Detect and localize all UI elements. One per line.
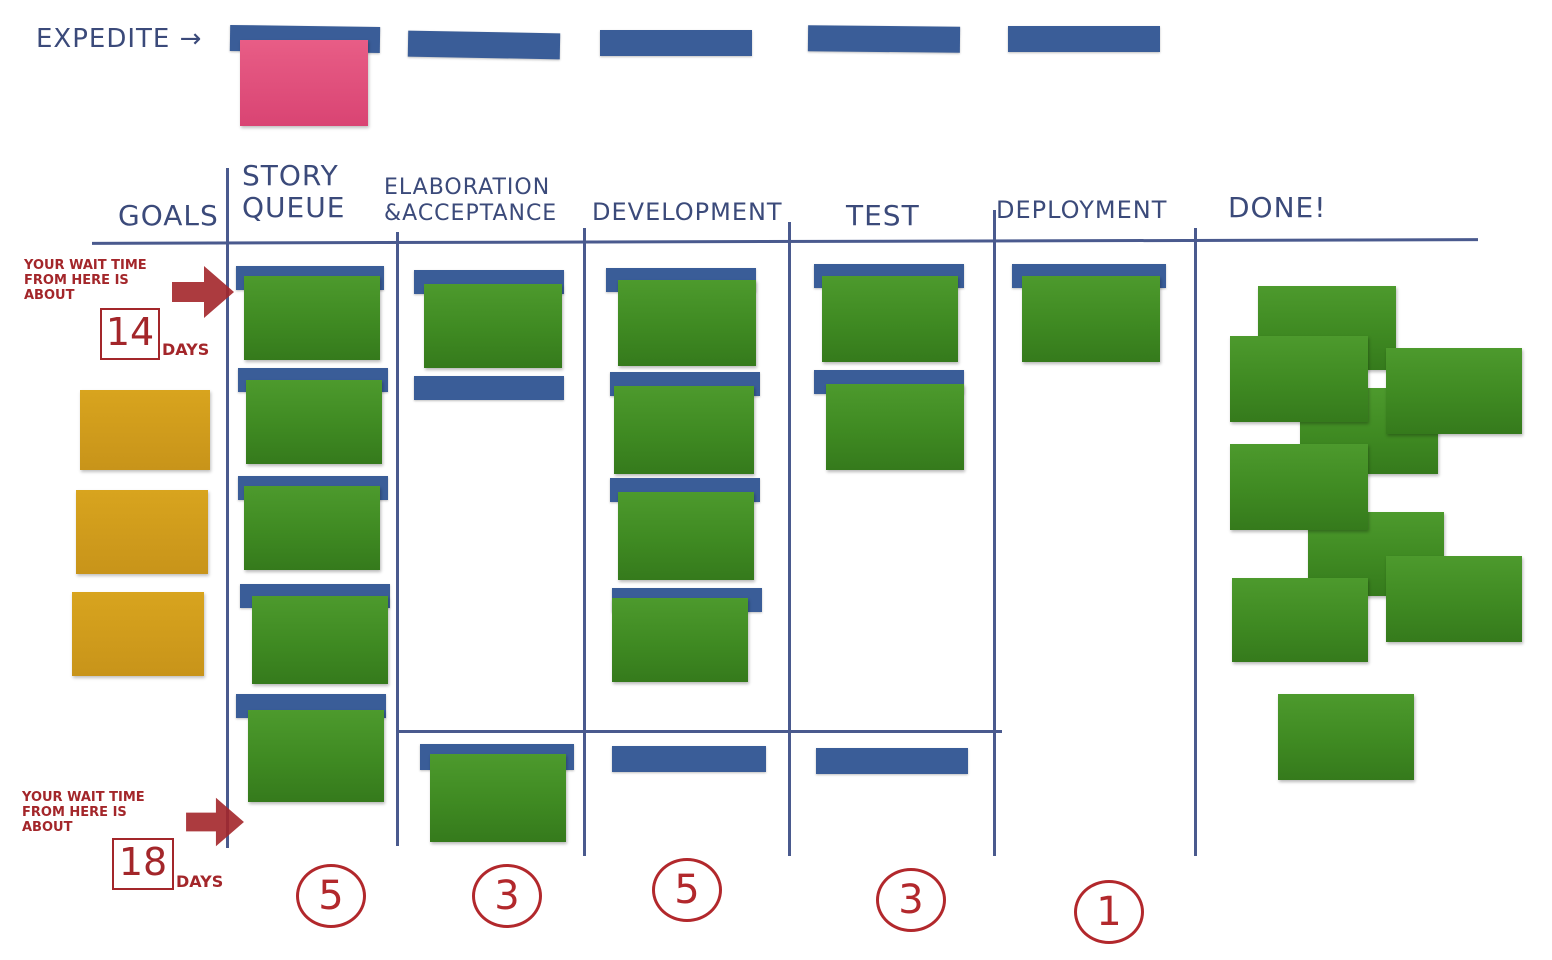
expedite-bar-2 xyxy=(407,30,561,60)
wip-limit-deployment: 1 xyxy=(1074,880,1144,944)
wait-time-note-1: YOUR WAIT TIME FROM HERE IS ABOUT xyxy=(24,258,147,303)
story-card[interactable] xyxy=(612,598,748,682)
expedite-bar-5 xyxy=(1008,26,1160,52)
column-divider-2 xyxy=(396,232,399,846)
done-card[interactable] xyxy=(1386,556,1522,642)
header-deployment: DEPLOYMENT xyxy=(996,196,1168,224)
goal-card[interactable] xyxy=(76,490,208,574)
buffer-divider-line xyxy=(398,730,1002,733)
wip-limit-elaboration: 3 xyxy=(472,864,542,928)
slot-bar xyxy=(816,748,968,774)
header-elaboration-acceptance: ELABORATION &ACCEPTANCE xyxy=(384,175,558,226)
wait-days-box-2: 18 xyxy=(112,838,174,890)
days-label-1: DAYS xyxy=(162,340,210,359)
story-card[interactable] xyxy=(822,276,958,362)
column-divider-6 xyxy=(1194,228,1197,856)
header-divider-line xyxy=(91,238,1479,245)
header-done: DONE! xyxy=(1228,191,1327,224)
goal-card[interactable] xyxy=(72,592,204,676)
story-card[interactable] xyxy=(248,710,384,802)
header-development: DEVELOPMENT xyxy=(592,198,783,226)
slot-bar xyxy=(612,746,766,772)
header-goals: GOALS xyxy=(118,199,219,232)
story-card[interactable] xyxy=(244,486,380,570)
wip-limit-story-queue: 5 xyxy=(296,864,366,928)
expedite-card[interactable] xyxy=(240,40,368,126)
header-test: TEST xyxy=(846,199,920,232)
done-card[interactable] xyxy=(1230,336,1368,422)
wip-limit-test: 3 xyxy=(876,868,946,932)
story-card[interactable] xyxy=(252,596,388,684)
story-card[interactable] xyxy=(618,492,754,580)
expedite-bar-4 xyxy=(807,25,961,53)
wip-limit-development: 5 xyxy=(652,858,722,922)
wait-days-box-1: 14 xyxy=(100,308,160,360)
story-card[interactable] xyxy=(826,384,964,470)
header-story-queue: STORY QUEUE xyxy=(242,159,346,224)
days-label-2: DAYS xyxy=(176,872,224,891)
story-card[interactable] xyxy=(424,284,562,368)
story-card[interactable] xyxy=(430,754,566,842)
story-card[interactable] xyxy=(246,380,382,464)
expedite-bar-3 xyxy=(600,30,752,56)
slot-bar xyxy=(414,376,564,400)
story-card[interactable] xyxy=(618,280,756,366)
done-card[interactable] xyxy=(1230,444,1368,530)
goal-card[interactable] xyxy=(80,390,210,470)
story-card[interactable] xyxy=(244,276,380,360)
story-card[interactable] xyxy=(614,386,754,474)
arrow-icon xyxy=(172,266,234,318)
story-card[interactable] xyxy=(1022,276,1160,362)
arrow-icon xyxy=(186,797,244,847)
wait-time-note-2: YOUR WAIT TIME FROM HERE IS ABOUT xyxy=(22,790,145,835)
expedite-label: EXPEDITE → xyxy=(36,24,203,54)
column-divider-1 xyxy=(226,168,229,848)
done-card[interactable] xyxy=(1278,694,1414,780)
done-card[interactable] xyxy=(1232,578,1368,662)
column-divider-3 xyxy=(583,228,586,856)
column-divider-5 xyxy=(993,210,996,856)
done-card[interactable] xyxy=(1386,348,1522,434)
column-divider-4 xyxy=(788,222,791,856)
